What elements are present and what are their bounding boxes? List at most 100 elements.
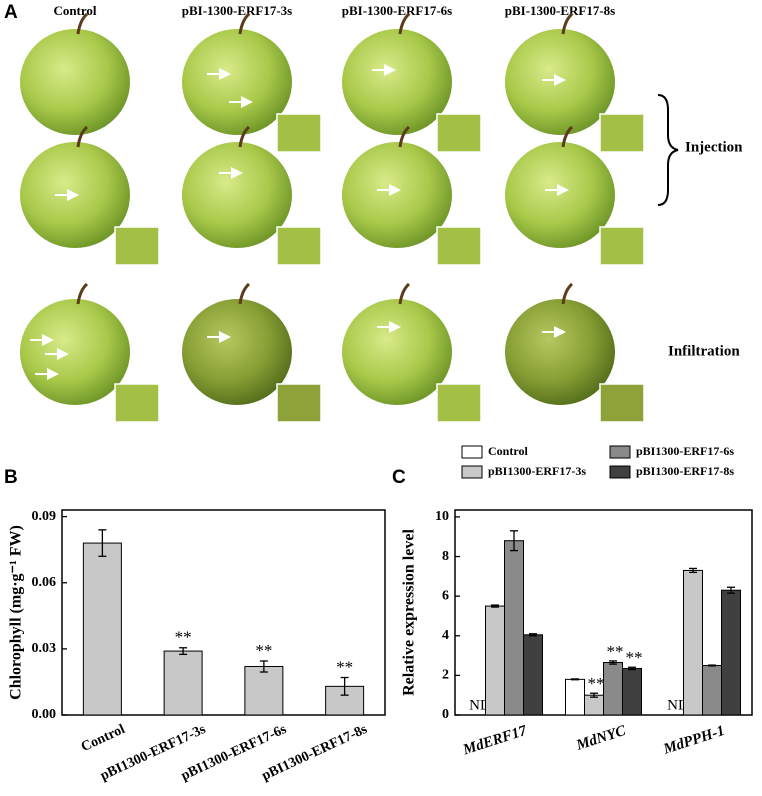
column-label: pBI-1300-ERF17-3s (182, 3, 293, 18)
stem (76, 12, 89, 35)
y-tick-label: 8 (442, 549, 449, 564)
significance: ** (175, 628, 192, 647)
x-tick-label: MdPPH-1 (661, 723, 727, 758)
apple (20, 299, 130, 405)
inset (599, 226, 645, 266)
apple (505, 29, 615, 135)
column-label: pBI-1300-ERF17-8s (505, 3, 616, 18)
row-label: Injection (685, 139, 743, 155)
apple-photo (182, 12, 322, 153)
bar (163, 650, 203, 716)
bar (603, 662, 623, 716)
legend-label: pBI1300-ERF17-6s (636, 444, 734, 458)
apple-photo (342, 282, 482, 423)
legend-swatch (609, 465, 631, 479)
x-tick-label: MdNYC (574, 723, 629, 755)
brace (657, 94, 679, 206)
apple (505, 299, 615, 405)
stem (561, 282, 574, 305)
y-tick-label: 4 (442, 628, 449, 643)
apple-photo (342, 125, 482, 266)
stem (76, 125, 89, 148)
apple (182, 142, 292, 248)
apple-photo (182, 282, 322, 423)
inset (436, 113, 482, 153)
apple-photo (505, 282, 645, 423)
apple (182, 29, 292, 135)
bar (504, 540, 524, 716)
significance: ** (588, 674, 605, 693)
row-label: Infiltration (668, 343, 740, 359)
legend-swatch (461, 465, 483, 479)
bar (584, 694, 604, 716)
x-tick-label: MdERF17 (460, 723, 529, 759)
inset (599, 383, 645, 423)
panel-label: C (392, 467, 406, 488)
inset (114, 383, 160, 423)
significance: ** (336, 657, 353, 676)
stem (398, 12, 411, 35)
inset (276, 383, 322, 423)
apple (342, 29, 452, 135)
inset (436, 383, 482, 423)
bar (702, 664, 722, 716)
significance: ** (626, 648, 643, 667)
y-axis-label: Relative expression level (401, 529, 418, 696)
significance: ** (607, 642, 624, 661)
stem (561, 125, 574, 148)
panel-label: A (4, 2, 18, 23)
inset (436, 226, 482, 266)
apple (342, 299, 452, 405)
legend-label: pBI1300-ERF17-8s (636, 464, 734, 478)
bar (485, 605, 505, 716)
legend-swatch (461, 445, 483, 459)
stem (398, 282, 411, 305)
inset (276, 226, 322, 266)
stem (238, 12, 251, 35)
apple-photo (505, 125, 645, 266)
apple-photo (505, 12, 645, 153)
stem (238, 282, 251, 305)
column-label: Control (53, 3, 96, 18)
legend-label: pBI1300-ERF17-3s (488, 464, 586, 478)
bar (683, 569, 703, 716)
y-tick-label: 0.00 (32, 707, 57, 722)
y-tick-label: 10 (435, 509, 449, 524)
apple-photo (20, 12, 130, 135)
inset (276, 113, 322, 153)
significance: ** (255, 641, 272, 660)
legend-label: Control (488, 444, 528, 458)
stem (76, 282, 89, 305)
plot-frame (61, 509, 386, 716)
inset (599, 113, 645, 153)
apple (182, 299, 292, 405)
bar (82, 542, 122, 716)
apple-photo (20, 282, 160, 423)
apple (342, 142, 452, 248)
x-tick-label: Control (79, 722, 128, 755)
column-label: pBI-1300-ERF17-6s (342, 3, 453, 18)
bar (721, 589, 741, 716)
y-tick-label: 6 (442, 588, 449, 603)
bar (523, 634, 543, 716)
apple-photo (20, 125, 160, 266)
stem (561, 12, 574, 35)
y-tick-label: 0.06 (32, 575, 57, 590)
y-tick-label: 2 (442, 668, 449, 683)
apple-photo (182, 125, 322, 266)
y-tick-label: 0 (442, 707, 449, 722)
y-tick-label: 0.09 (32, 509, 57, 524)
bar (622, 667, 642, 716)
bar (244, 666, 284, 716)
stem (238, 125, 251, 148)
apple-photo (342, 12, 482, 153)
stem (398, 125, 411, 148)
legend-swatch (609, 445, 631, 459)
inset (114, 226, 160, 266)
apple (20, 29, 130, 135)
panel-label: B (4, 467, 18, 488)
apple (505, 142, 615, 248)
bar (565, 678, 585, 716)
y-tick-label: 0.03 (32, 641, 57, 656)
